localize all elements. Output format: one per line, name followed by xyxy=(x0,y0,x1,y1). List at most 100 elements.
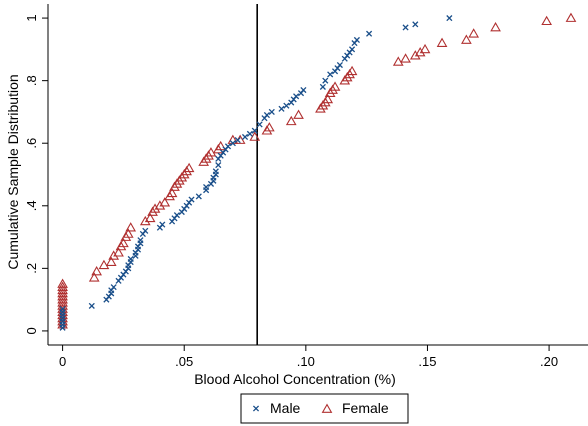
y-tick-label: 0 xyxy=(24,327,39,334)
female-point xyxy=(164,190,175,201)
male-point xyxy=(263,112,270,119)
female-point xyxy=(169,181,180,191)
female-point xyxy=(139,215,151,226)
x-tick-label: .20 xyxy=(540,354,558,369)
series-male xyxy=(59,15,453,331)
female-point xyxy=(171,178,183,188)
male-point xyxy=(159,221,166,228)
female-point xyxy=(57,291,68,301)
female-point xyxy=(565,12,577,22)
female-point xyxy=(317,100,329,110)
legend-box xyxy=(240,393,409,424)
legend-marker-male xyxy=(252,405,260,412)
female-point xyxy=(144,212,156,223)
female-point xyxy=(57,281,68,291)
female-point xyxy=(315,103,326,113)
female-point xyxy=(344,68,355,79)
y-axis-title: Cumulative Sample Distribution xyxy=(5,74,21,269)
series-female xyxy=(57,12,577,329)
male-point xyxy=(234,137,241,144)
female-point xyxy=(174,175,185,185)
male-point xyxy=(348,46,356,53)
female-point xyxy=(346,65,358,76)
male-point xyxy=(110,284,117,291)
female-point xyxy=(125,222,137,232)
male-point xyxy=(256,121,263,128)
female-point xyxy=(105,256,117,266)
female-point xyxy=(324,87,336,98)
x-tick-label: .10 xyxy=(297,354,315,369)
male-point xyxy=(188,196,195,203)
y-tick-label: .8 xyxy=(24,75,39,86)
female-point xyxy=(178,168,190,179)
male-point xyxy=(88,302,95,309)
female-point xyxy=(327,84,338,94)
female-point xyxy=(98,259,110,270)
male-point xyxy=(246,130,253,137)
male-point xyxy=(173,212,180,219)
legend-label-female: Female xyxy=(342,400,389,416)
female-point xyxy=(419,43,431,54)
legend-label-male: Male xyxy=(270,400,301,416)
female-point xyxy=(341,72,353,82)
plot-area xyxy=(57,4,577,345)
female-point xyxy=(215,140,227,151)
female-point xyxy=(409,50,421,60)
y-tick-label: .2 xyxy=(24,263,39,274)
male-point xyxy=(241,133,249,141)
female-point xyxy=(88,272,100,282)
male-point xyxy=(195,193,202,200)
female-point xyxy=(57,297,68,307)
male-point xyxy=(327,71,334,78)
male-point xyxy=(137,237,144,244)
female-point xyxy=(293,109,304,119)
female-point xyxy=(264,122,275,132)
female-point xyxy=(118,237,129,248)
male-point xyxy=(283,102,290,109)
x-tick-label: 0 xyxy=(59,354,66,369)
female-point xyxy=(176,172,188,182)
male-point xyxy=(293,93,300,100)
male-point xyxy=(203,183,210,191)
female-point xyxy=(285,115,297,126)
female-point xyxy=(322,93,334,104)
female-point xyxy=(154,200,166,210)
female-point xyxy=(122,228,134,238)
female-point xyxy=(108,250,120,260)
legend: Male Female xyxy=(240,393,409,424)
female-point xyxy=(414,46,426,57)
male-point xyxy=(278,105,285,112)
female-point xyxy=(57,294,68,304)
female-point xyxy=(541,15,552,26)
male-point xyxy=(412,21,419,28)
male-point xyxy=(268,108,275,115)
female-point xyxy=(200,153,212,163)
female-point xyxy=(57,278,68,288)
female-point xyxy=(329,81,341,91)
x-tick-label: .15 xyxy=(418,354,436,369)
y-tick-label: .4 xyxy=(24,200,39,211)
female-point xyxy=(115,240,127,251)
female-point xyxy=(147,206,158,216)
y-tick-label: 1 xyxy=(24,14,39,21)
male-point xyxy=(353,36,360,44)
legend-item-female: Female xyxy=(321,400,389,416)
female-point xyxy=(57,287,68,298)
female-point xyxy=(166,187,178,198)
female-point xyxy=(198,156,210,166)
male-point xyxy=(229,140,236,147)
male-point xyxy=(336,61,343,69)
female-point xyxy=(461,34,472,44)
male-point xyxy=(402,24,409,31)
female-point xyxy=(249,131,261,141)
female-point xyxy=(113,247,124,257)
male-point xyxy=(319,83,326,90)
male-point xyxy=(59,305,66,313)
x-axis-title: Blood Alcohol Concentration (%) xyxy=(194,371,396,387)
male-point xyxy=(322,77,329,84)
female-point xyxy=(91,265,102,276)
y-tick-label: .6 xyxy=(24,138,39,149)
male-point xyxy=(300,86,307,94)
male-point xyxy=(251,127,258,134)
